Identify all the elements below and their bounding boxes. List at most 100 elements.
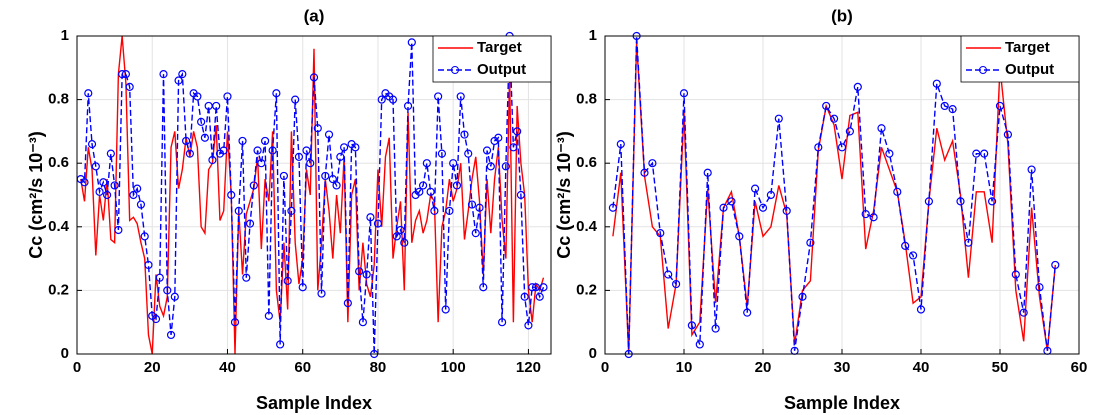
x-tick-label: 60 (1071, 359, 1088, 376)
marker (695, 340, 704, 349)
y-axis-label: Cc (cm²/s 10⁻³) (26, 131, 46, 259)
marker (136, 200, 146, 209)
marker (144, 260, 153, 270)
y-tick-label: 1 (589, 27, 597, 44)
marker (535, 292, 544, 301)
marker (245, 219, 255, 228)
legend-box (432, 35, 552, 83)
marker (901, 241, 910, 250)
marker (671, 279, 681, 289)
x-tick-label: 120 (516, 359, 541, 376)
x-tick-label: 30 (834, 359, 851, 376)
marker (151, 314, 161, 324)
marker (422, 159, 431, 168)
marker (964, 238, 973, 247)
marker (766, 190, 776, 200)
marker (520, 292, 529, 301)
x-tick-label: 40 (219, 359, 236, 376)
marker (95, 187, 104, 196)
legend-label: Target (1005, 39, 1050, 56)
marker (524, 321, 533, 330)
marker (238, 136, 247, 146)
marker (181, 136, 191, 146)
legend-label: Output (477, 61, 526, 78)
y-tick-label: 0.4 (48, 218, 70, 235)
marker (91, 162, 100, 171)
marker (223, 92, 232, 101)
marker (227, 190, 236, 200)
marker (106, 149, 115, 158)
marker (750, 184, 760, 193)
marker (782, 206, 791, 215)
series-line (612, 42, 1056, 355)
marker (441, 305, 450, 314)
marker (885, 149, 894, 158)
x-axis-label: Sample Index (784, 393, 900, 413)
marker (774, 114, 783, 123)
marker (972, 149, 981, 158)
x-tick-label: 20 (755, 359, 772, 376)
chart-title: (a) (304, 6, 325, 25)
y-tick-label: 0.4 (576, 218, 598, 235)
marker (916, 305, 926, 314)
marker (170, 292, 179, 301)
marker (471, 229, 480, 238)
x-tick-label: 20 (144, 359, 161, 376)
marker (948, 105, 957, 114)
marker (932, 79, 941, 88)
chart-title: (b) (831, 6, 853, 25)
axes-box (76, 35, 552, 355)
marker (806, 238, 815, 247)
marker (415, 187, 424, 196)
marker (822, 101, 831, 111)
marker (449, 159, 458, 168)
marker (321, 171, 330, 181)
marker (664, 270, 673, 279)
marker (272, 89, 281, 98)
marker (212, 101, 221, 111)
marker (814, 143, 823, 152)
marker (200, 133, 210, 142)
y-tick-label: 0.8 (48, 91, 69, 108)
marker (219, 146, 228, 155)
marker (940, 101, 949, 111)
marker (328, 175, 337, 184)
marker (118, 70, 127, 79)
marker (129, 190, 138, 200)
marker (460, 130, 469, 139)
marker (456, 92, 465, 101)
marker (1027, 165, 1036, 174)
marker (501, 162, 510, 171)
marker (987, 197, 997, 206)
marker (1035, 283, 1044, 292)
marker (358, 318, 368, 327)
marker (268, 146, 277, 155)
marker (1019, 308, 1028, 317)
legend-box (960, 35, 1080, 83)
marker (392, 232, 401, 241)
marker (140, 232, 149, 241)
marker (253, 146, 262, 155)
marker (234, 206, 243, 215)
marker (656, 229, 665, 238)
x-tick-label: 50 (992, 359, 1009, 376)
marker (317, 289, 326, 298)
plot: 0 0.2 0.4 0.6 0.8 1 0 20 40 60 80 100 120 (a) Sample I… (26, 6, 552, 413)
marker (845, 127, 855, 136)
marker (114, 225, 123, 235)
x-tick-label: 60 (294, 359, 311, 376)
marker (539, 283, 548, 292)
marker (355, 267, 364, 276)
marker (163, 286, 172, 295)
marker (110, 181, 119, 190)
marker (513, 127, 522, 136)
marker (99, 178, 108, 187)
x-tick-label: 10 (676, 359, 693, 376)
marker (437, 149, 447, 158)
marker (313, 124, 322, 133)
marker (445, 206, 454, 215)
marker (174, 76, 183, 85)
marker (528, 283, 537, 292)
marker (159, 70, 168, 79)
